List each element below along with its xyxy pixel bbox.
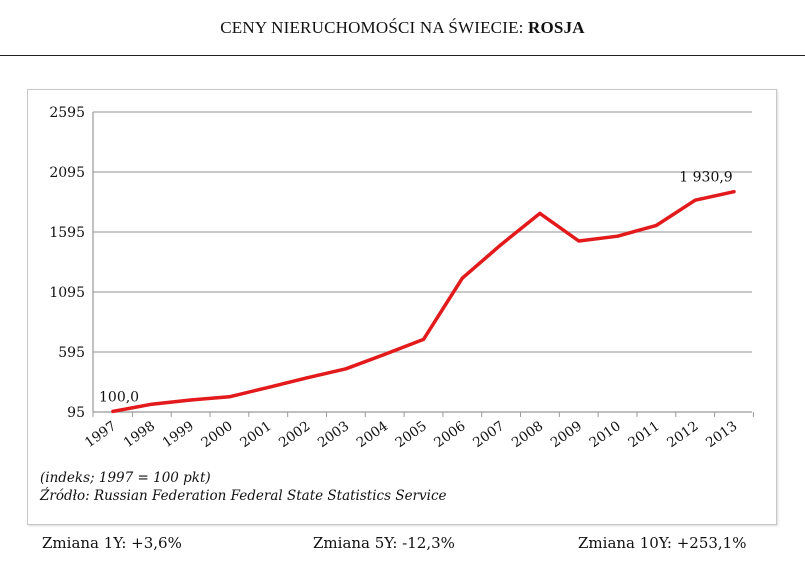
data-point — [499, 243, 503, 247]
y-tick-label: 2095 — [49, 165, 85, 181]
x-tick-label: 2008 — [509, 418, 546, 451]
x-tick-label: 2012 — [664, 418, 701, 451]
chart-frame — [27, 89, 777, 525]
data-point — [732, 190, 736, 194]
data-label: 1 930,9 — [679, 170, 732, 186]
title-country: ROSJA — [528, 18, 585, 37]
grid-lines — [93, 111, 752, 353]
x-tick-label: 2005 — [392, 418, 429, 451]
x-tick-label: 2011 — [625, 418, 662, 451]
y-tick-label: 1095 — [49, 285, 85, 301]
x-tick-label: 2002 — [276, 418, 313, 451]
data-point — [266, 385, 270, 389]
change-1y: Zmiana 1Y: +3,6% — [42, 534, 182, 552]
data-point — [383, 352, 387, 356]
x-tick-label: 1999 — [160, 418, 197, 451]
data-point — [577, 239, 581, 243]
data-point — [615, 234, 620, 238]
title-divider — [0, 55, 805, 56]
change-10y: Zmiana 10Y: +253,1% — [578, 534, 747, 552]
x-tick-label: 2007 — [470, 418, 507, 451]
data-point — [305, 376, 309, 380]
y-tick-label: 1595 — [49, 225, 85, 241]
data-point — [227, 395, 232, 399]
data-point — [421, 337, 426, 341]
x-tick-label: 1998 — [121, 418, 158, 451]
data-point — [111, 409, 115, 413]
x-tick-label: 2010 — [587, 418, 624, 451]
x-tick-label: 2001 — [237, 418, 274, 451]
data-point — [693, 198, 697, 202]
y-tick-label: 595 — [58, 345, 85, 361]
series-line — [111, 189, 736, 414]
data-point — [344, 367, 348, 371]
data-point — [538, 211, 542, 215]
x-tick-label: 2006 — [431, 418, 468, 451]
x-tick-label: 1997 — [82, 418, 119, 451]
data-point — [189, 398, 193, 402]
source-note: Źródło: Russian Federation Federal State… — [40, 488, 447, 504]
data-label: 100,0 — [99, 389, 139, 405]
x-tick-label: 2013 — [703, 418, 740, 451]
y-tick-labels: 95 595 1095 1595 2095 2595 — [49, 105, 85, 421]
x-tick-label: 2003 — [315, 418, 352, 451]
change-5y: Zmiana 5Y: -12,3% — [313, 534, 455, 552]
series-layer — [111, 189, 736, 414]
y-tick-label: 95 — [67, 405, 85, 421]
data-point — [654, 223, 658, 227]
x-tick-labels: 1997 1998 1999 2000 2001 2002 2003 2004 2005 2006… — [82, 418, 740, 451]
axes — [92, 112, 754, 417]
annotations: 100,0 1 930,9 — [99, 170, 733, 406]
data-point — [460, 276, 464, 280]
x-tick-label: 2004 — [354, 418, 391, 451]
y-tick-label: 2595 — [49, 105, 85, 121]
data-point — [150, 402, 154, 406]
x-tick-label: 2000 — [198, 418, 235, 451]
page-title: CENY NIERUCHOMOŚCI NA ŚWIECIE: ROSJA — [0, 18, 805, 38]
x-tick-label: 2009 — [548, 418, 585, 451]
title-prefix: CENY NIERUCHOMOŚCI NA ŚWIECIE: — [220, 18, 529, 37]
index-note: (indeks; 1997 = 100 pkt) — [40, 470, 211, 486]
